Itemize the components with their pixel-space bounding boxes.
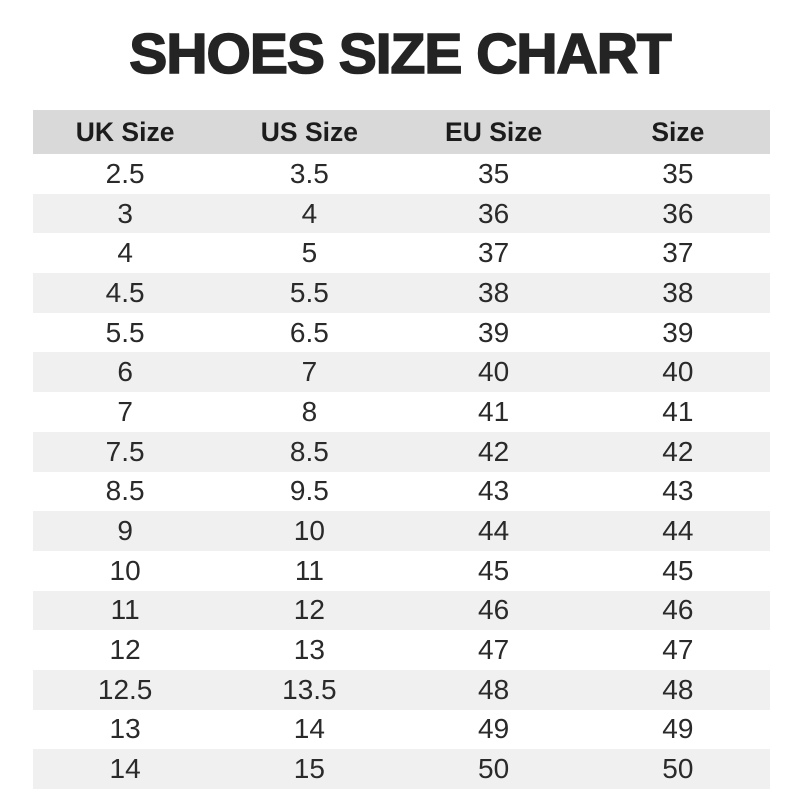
table-row: 9 10 44 44 bbox=[33, 511, 770, 551]
table-row: 4 5 37 37 bbox=[33, 233, 770, 274]
size-value-cell: 37 bbox=[662, 237, 694, 269]
size-conversion-table: UK Size US Size EU Size Size 2.5 3.5 35 35 3 4 36… bbox=[33, 110, 770, 789]
size-value-cell: 12 bbox=[293, 594, 325, 626]
size-value-cell: 38 bbox=[478, 276, 510, 308]
size-value-cell: 10 bbox=[109, 554, 141, 586]
size-value-cell: 5.5 bbox=[105, 316, 145, 348]
size-value-cell: 41 bbox=[662, 395, 694, 427]
size-value-cell: 47 bbox=[662, 634, 694, 666]
size-value-cell: 13 bbox=[109, 713, 141, 745]
size-value-cell: 9.5 bbox=[289, 475, 329, 507]
size-value-cell: 48 bbox=[478, 673, 510, 705]
size-value-cell: 48 bbox=[662, 673, 694, 705]
size-value-cell: 35 bbox=[662, 157, 694, 189]
table-header-row: UK Size US Size EU Size Size bbox=[33, 110, 770, 154]
table-row: 7.5 8.5 42 42 bbox=[33, 431, 770, 472]
size-value-cell: 4 bbox=[117, 237, 133, 269]
size-value-cell: 8.5 bbox=[289, 435, 329, 467]
table-row: 10 11 45 45 bbox=[33, 550, 770, 591]
size-value-cell: 2.5 bbox=[105, 157, 145, 189]
size-value-cell: 7 bbox=[301, 356, 318, 388]
size-value-cell: 47 bbox=[478, 634, 510, 666]
size-value-cell: 46 bbox=[662, 594, 694, 626]
size-value-cell: 42 bbox=[662, 435, 694, 467]
column-header-uk-size: UK Size bbox=[75, 116, 175, 147]
size-value-cell: 50 bbox=[662, 753, 694, 785]
size-value-cell: 12.5 bbox=[97, 673, 153, 705]
size-value-cell: 44 bbox=[662, 515, 694, 547]
size-value-cell: 43 bbox=[662, 475, 694, 507]
size-value-cell: 7 bbox=[117, 395, 133, 427]
size-value-cell: 8.5 bbox=[105, 475, 145, 507]
size-value-cell: 35 bbox=[478, 157, 510, 189]
size-value-cell: 9 bbox=[117, 515, 133, 547]
size-value-cell: 11 bbox=[294, 554, 324, 586]
size-value-cell: 15 bbox=[293, 753, 325, 785]
table-row: 2.5 3.5 35 35 bbox=[33, 154, 770, 194]
size-value-cell: 36 bbox=[478, 197, 510, 229]
column-header-eu-size: EU Size bbox=[445, 116, 543, 147]
table-row: 4.5 5.5 38 38 bbox=[33, 273, 770, 313]
size-value-cell: 42 bbox=[478, 435, 510, 467]
size-value-cell: 38 bbox=[662, 276, 694, 308]
size-value-cell: 41 bbox=[478, 395, 510, 427]
size-value-cell: 11 bbox=[110, 594, 140, 626]
size-value-cell: 40 bbox=[662, 356, 694, 388]
size-value-cell: 14 bbox=[293, 713, 325, 745]
size-value-cell: 36 bbox=[662, 197, 694, 229]
size-value-cell: 13 bbox=[293, 634, 325, 666]
size-value-cell: 39 bbox=[662, 316, 694, 348]
size-value-cell: 49 bbox=[662, 713, 694, 745]
table-body: 2.5 3.5 35 35 3 4 36 36 4 5 37 37 4.5 5.5 38 38 5.5 6.5 39… bbox=[33, 154, 770, 789]
table-row: 11 12 46 46 bbox=[33, 590, 770, 631]
size-value-cell: 3 bbox=[117, 197, 133, 229]
size-value-cell: 7.5 bbox=[105, 435, 145, 467]
column-header-us-size: US Size bbox=[260, 116, 358, 147]
column-header-size: Size bbox=[651, 116, 705, 147]
size-value-cell: 13.5 bbox=[282, 673, 337, 705]
size-value-cell: 46 bbox=[478, 594, 510, 626]
table-row: 3 4 36 36 bbox=[33, 193, 770, 234]
size-value-cell: 5.5 bbox=[289, 276, 329, 308]
table-row: 12.5 13.5 48 48 bbox=[33, 669, 770, 710]
table-row: 12 13 47 47 bbox=[33, 630, 770, 670]
table-row: 14 15 50 50 bbox=[33, 749, 770, 789]
table-row: 5.5 6.5 39 39 bbox=[33, 312, 770, 353]
size-value-cell: 45 bbox=[662, 554, 694, 586]
page-title: SHOES SIZE CHART bbox=[128, 22, 672, 86]
size-value-cell: 10 bbox=[293, 515, 325, 547]
size-value-cell: 3.5 bbox=[289, 157, 329, 189]
size-value-cell: 44 bbox=[478, 515, 510, 547]
table-row: 7 8 41 41 bbox=[33, 392, 770, 432]
size-value-cell: 4.5 bbox=[105, 276, 145, 308]
size-value-cell: 4 bbox=[301, 197, 318, 229]
size-value-cell: 49 bbox=[478, 713, 510, 745]
table-row: 13 14 49 49 bbox=[33, 709, 770, 750]
table-row: 8.5 9.5 43 43 bbox=[33, 471, 770, 512]
size-value-cell: 37 bbox=[478, 237, 510, 269]
size-value-cell: 6 bbox=[117, 356, 133, 388]
size-value-cell: 43 bbox=[478, 475, 510, 507]
size-value-cell: 8 bbox=[301, 395, 318, 427]
table-row: 6 7 40 40 bbox=[33, 352, 770, 393]
size-value-cell: 45 bbox=[478, 554, 510, 586]
size-value-cell: 40 bbox=[478, 356, 510, 388]
size-value-cell: 14 bbox=[109, 753, 141, 785]
size-value-cell: 5 bbox=[301, 237, 318, 269]
size-value-cell: 12 bbox=[109, 634, 141, 666]
size-value-cell: 50 bbox=[478, 753, 510, 785]
size-value-cell: 39 bbox=[478, 316, 510, 348]
size-value-cell: 6.5 bbox=[289, 316, 329, 348]
